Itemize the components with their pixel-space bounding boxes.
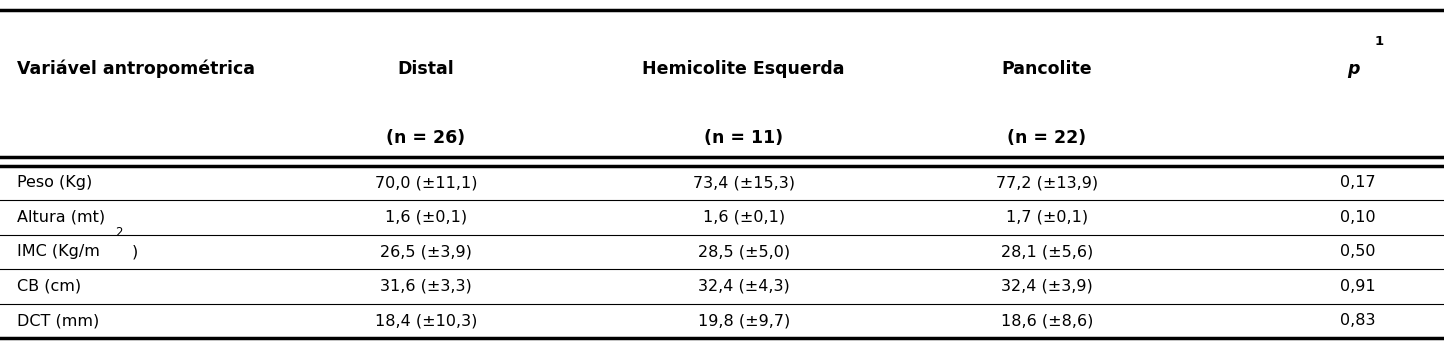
- Text: p: p: [1347, 60, 1359, 78]
- Text: 0,50: 0,50: [1340, 244, 1375, 259]
- Text: (n = 22): (n = 22): [1008, 129, 1086, 147]
- Text: 28,1 (±5,6): 28,1 (±5,6): [1001, 244, 1093, 259]
- Text: 26,5 (±3,9): 26,5 (±3,9): [380, 244, 472, 259]
- Text: CB (cm): CB (cm): [17, 279, 81, 294]
- Text: (n = 11): (n = 11): [705, 129, 783, 147]
- Text: IMC (Kg/m: IMC (Kg/m: [17, 244, 100, 259]
- Text: 28,5 (±5,0): 28,5 (±5,0): [697, 244, 790, 259]
- Text: DCT (mm): DCT (mm): [17, 313, 100, 328]
- Text: ): ): [133, 244, 139, 259]
- Text: Distal: Distal: [397, 60, 455, 78]
- Text: 19,8 (±9,7): 19,8 (±9,7): [697, 313, 790, 328]
- Text: Peso (Kg): Peso (Kg): [17, 175, 92, 190]
- Text: Variável antropométrica: Variável antropométrica: [17, 60, 256, 78]
- Text: 77,2 (±13,9): 77,2 (±13,9): [996, 175, 1097, 190]
- Text: 31,6 (±3,3): 31,6 (±3,3): [380, 279, 472, 294]
- Text: 2: 2: [116, 226, 123, 239]
- Text: 0,83: 0,83: [1340, 313, 1375, 328]
- Text: 1,7 (±0,1): 1,7 (±0,1): [1006, 210, 1087, 225]
- Text: 73,4 (±15,3): 73,4 (±15,3): [693, 175, 794, 190]
- Text: 0,10: 0,10: [1340, 210, 1375, 225]
- Text: 1,6 (±0,1): 1,6 (±0,1): [703, 210, 784, 225]
- Text: (n = 26): (n = 26): [387, 129, 465, 147]
- Text: 0,17: 0,17: [1340, 175, 1375, 190]
- Text: 0,91: 0,91: [1340, 279, 1375, 294]
- Text: 18,6 (±8,6): 18,6 (±8,6): [1001, 313, 1093, 328]
- Text: 32,4 (±4,3): 32,4 (±4,3): [697, 279, 790, 294]
- Text: 1,6 (±0,1): 1,6 (±0,1): [386, 210, 466, 225]
- Text: 18,4 (±10,3): 18,4 (±10,3): [375, 313, 477, 328]
- Text: Hemicolite Esquerda: Hemicolite Esquerda: [643, 60, 845, 78]
- Text: 32,4 (±3,9): 32,4 (±3,9): [1001, 279, 1093, 294]
- Text: Pancolite: Pancolite: [1002, 60, 1092, 78]
- Text: Altura (mt): Altura (mt): [17, 210, 105, 225]
- Text: 70,0 (±11,1): 70,0 (±11,1): [375, 175, 477, 190]
- Text: 1: 1: [1375, 35, 1383, 48]
